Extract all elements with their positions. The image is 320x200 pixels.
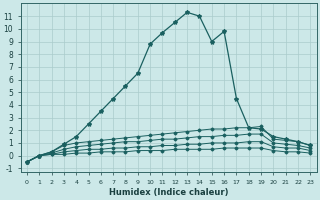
X-axis label: Humidex (Indice chaleur): Humidex (Indice chaleur)	[109, 188, 228, 197]
